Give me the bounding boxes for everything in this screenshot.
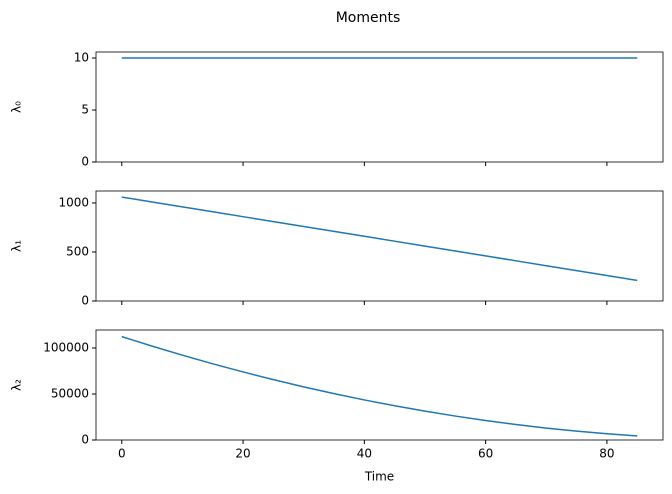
x-tick-label: 40	[357, 447, 372, 461]
x-axis-label: Time	[364, 470, 394, 484]
y-tick-label: 5	[81, 103, 89, 117]
y-tick-label: 50000	[51, 386, 89, 400]
x-tick-label: 80	[599, 447, 614, 461]
y-tick-label: 0	[81, 433, 89, 447]
y-tick-label: 1000	[58, 195, 89, 209]
axes-frame	[95, 190, 664, 302]
y-tick-label: 500	[66, 244, 89, 258]
axes-frame	[95, 51, 664, 163]
axes-frame	[95, 329, 664, 441]
y-tick-label: 0	[81, 155, 89, 169]
y-axis-label: λ₂	[10, 379, 24, 391]
y-tick-label: 10	[74, 51, 89, 65]
series-line	[121, 335, 638, 437]
y-tick-label: 0	[81, 294, 89, 308]
x-tick-label: 20	[235, 447, 250, 461]
y-axis-label: λ₁	[10, 240, 24, 252]
x-tick-label: 60	[478, 447, 493, 461]
x-tick-label: 0	[118, 447, 126, 461]
figure-title: Moments	[336, 10, 401, 26]
series-line	[121, 196, 638, 282]
y-tick-label: 100000	[43, 340, 89, 354]
y-axis-label: λ₀	[10, 101, 24, 113]
